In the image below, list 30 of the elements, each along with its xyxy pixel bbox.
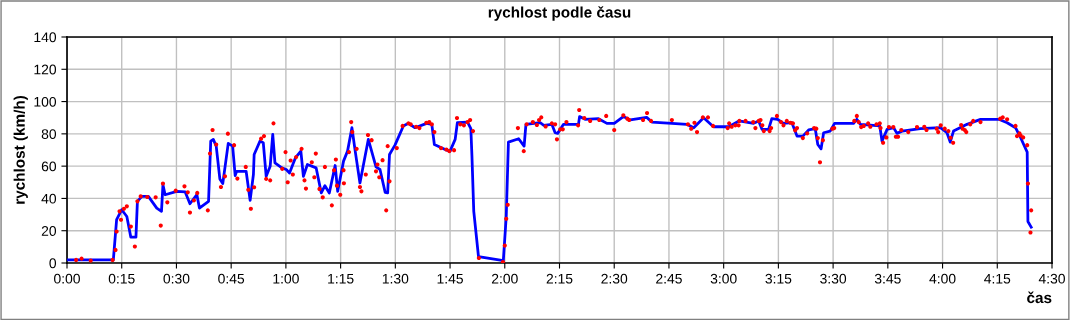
y-tick-label: 40 bbox=[41, 193, 57, 204]
y-axis-title: rychlost (km/h) bbox=[13, 96, 28, 204]
x-tick-label: 2:30 bbox=[601, 273, 628, 284]
x-tick-label: 4:15 bbox=[984, 273, 1011, 284]
y-tick-label: 0 bbox=[49, 258, 57, 269]
y-tick-label: 20 bbox=[41, 226, 57, 236]
x-tick-label: 1:00 bbox=[273, 273, 299, 284]
y-tick-label: 60 bbox=[41, 161, 57, 172]
y-tick-label: 100 bbox=[34, 96, 57, 107]
x-tick-label: 2:15 bbox=[546, 273, 573, 284]
x-tick-label: 4:00 bbox=[929, 273, 956, 284]
x-tick-label: 1:45 bbox=[437, 273, 463, 284]
x-tick-label: 0:15 bbox=[108, 273, 135, 284]
x-axis-title: čas bbox=[1027, 291, 1052, 304]
x-tick-label: 2:00 bbox=[491, 273, 518, 284]
x-tick-label: 0:00 bbox=[54, 273, 80, 284]
x-tick-label: 3:45 bbox=[874, 273, 901, 284]
chart-title: rychlost podle času bbox=[488, 6, 631, 21]
y-tick-label: 80 bbox=[41, 129, 57, 140]
x-tick-label: 4:30 bbox=[1038, 273, 1065, 284]
y-tick-label: 120 bbox=[34, 64, 57, 75]
x-tick-label: 3:00 bbox=[710, 273, 737, 284]
x-tick-label: 3:30 bbox=[820, 273, 847, 284]
x-tick-label: 0:45 bbox=[218, 273, 245, 284]
x-tick-label: 2:45 bbox=[656, 273, 682, 284]
x-tick-label: 0:30 bbox=[163, 273, 190, 284]
x-tick-label: 3:15 bbox=[765, 273, 792, 284]
x-tick-label: 1:30 bbox=[382, 273, 409, 284]
x-tick-label: 1:15 bbox=[328, 273, 354, 284]
y-tick-label: 140 bbox=[34, 32, 57, 43]
